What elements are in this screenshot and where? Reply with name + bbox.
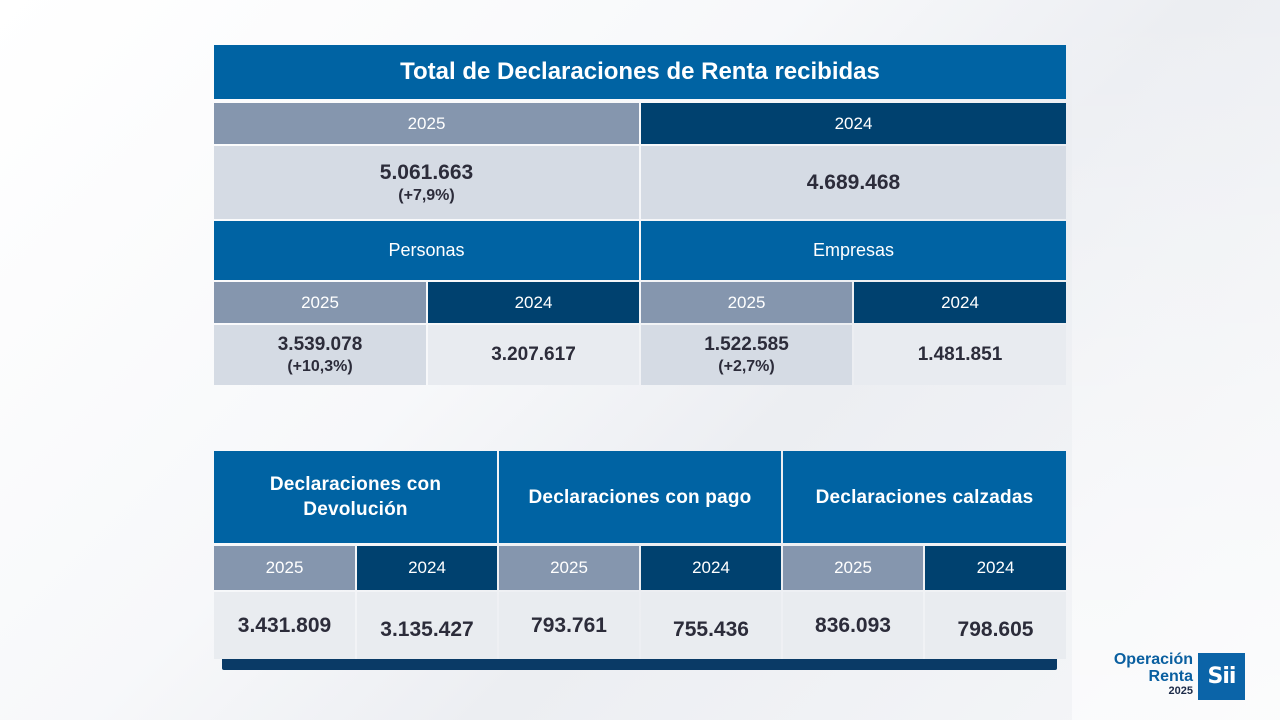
- empresas-2024-cell: 1.481.851: [854, 325, 1066, 385]
- empresas-2024-value: 1.481.851: [917, 344, 1003, 365]
- devolucion-year-2025-header: 2025: [214, 546, 355, 590]
- calzadas-2024-value: 798.605: [925, 592, 1066, 659]
- total-2025-change: (+7,9%): [398, 186, 455, 204]
- personas-year-2025-header: 2025: [214, 282, 426, 323]
- personas-header: Personas: [214, 221, 639, 280]
- pago-year-2025-header: 2025: [499, 546, 639, 590]
- calzadas-2025-value: 836.093: [783, 592, 923, 659]
- pago-header: Declaraciones con pago: [499, 451, 781, 543]
- logo-line-1: Operación: [1113, 651, 1193, 668]
- personas-2025-cell: 3.539.078 (+10,3%): [214, 325, 426, 385]
- total-2024-cell: 4.689.468: [641, 146, 1066, 219]
- table-title: Total de Declaraciones de Renta recibida…: [214, 45, 1066, 99]
- empresas-year-2024-header: 2024: [854, 282, 1066, 323]
- devolucion-2025-value: 3.431.809: [214, 592, 355, 659]
- pago-2024-value: 755.436: [641, 592, 781, 659]
- sii-logo-badge: Sii: [1198, 653, 1245, 700]
- empresas-year-2025-header: 2025: [641, 282, 852, 323]
- empresas-2025-cell: 1.522.585 (+2,7%): [641, 325, 852, 385]
- calzadas-header: Declaraciones calzadas: [783, 451, 1066, 543]
- empresas-header: Empresas: [641, 221, 1066, 280]
- personas-2024-value: 3.207.617: [491, 344, 576, 365]
- logo-line-3: 2025: [1168, 685, 1193, 697]
- empresas-2025-change: (+2,7%): [718, 358, 775, 375]
- total-2024-value: 4.689.468: [806, 170, 901, 194]
- empresas-2025-value: 1.522.585: [704, 334, 789, 355]
- personas-year-2024-header: 2024: [428, 282, 639, 323]
- calzadas-year-2024-header: 2024: [925, 546, 1066, 590]
- devolucion-header: Declaraciones con Devolución: [214, 451, 497, 543]
- devolucion-year-2024-header: 2024: [357, 546, 497, 590]
- personas-2025-change: (+10,3%): [287, 358, 353, 375]
- total-year-2025-header: 2025: [214, 103, 639, 144]
- pago-year-2024-header: 2024: [641, 546, 781, 590]
- logo-text: Operación Renta 2025: [1114, 651, 1193, 697]
- personas-2025-value: 3.539.078: [277, 334, 363, 355]
- pago-2025-value: 793.761: [499, 592, 639, 659]
- personas-2024-cell: 3.207.617: [428, 325, 639, 385]
- total-2025-cell: 5.061.663 (+7,9%): [214, 146, 639, 219]
- calzadas-year-2025-header: 2025: [783, 546, 923, 590]
- total-year-2024-header: 2024: [641, 103, 1066, 144]
- total-2025-value: 5.061.663: [379, 160, 474, 184]
- logo-panel-background: [1072, 0, 1280, 720]
- table-bottom-bar: [222, 659, 1057, 670]
- devolucion-2024-value: 3.135.427: [357, 592, 497, 659]
- logo-line-2: Renta: [1148, 668, 1193, 685]
